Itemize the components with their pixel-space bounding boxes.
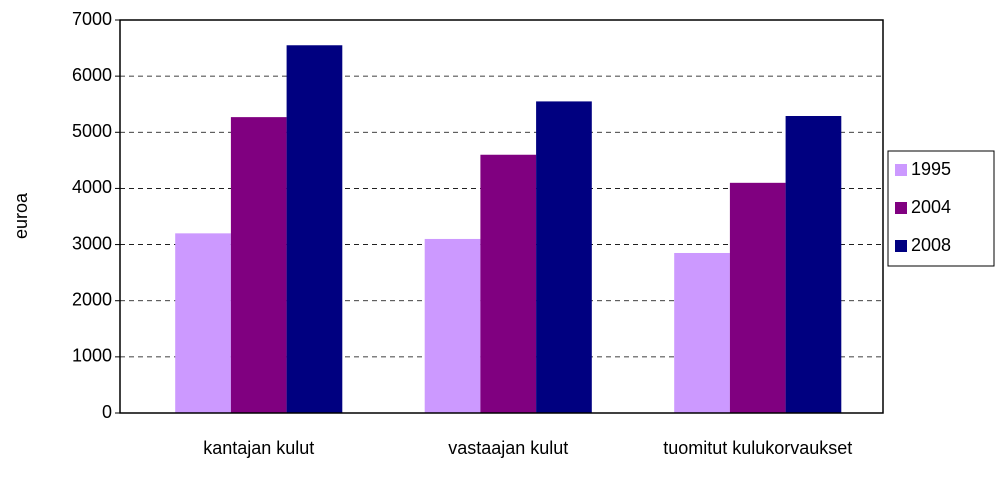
legend-swatch — [895, 164, 907, 176]
bar — [424, 238, 481, 413]
x-tick-label: kantajan kulut — [203, 438, 315, 458]
plot-frame — [119, 19, 884, 414]
y-tick-label: 4000 — [72, 177, 112, 197]
legend-swatch — [895, 202, 907, 214]
y-tick-label: 3000 — [72, 233, 112, 253]
y-tick-label: 1000 — [72, 346, 112, 366]
bar — [536, 101, 592, 414]
bar — [175, 233, 231, 413]
x-tick-label: tuomitut kulukorvaukset — [663, 438, 853, 458]
legend-swatch — [895, 240, 907, 252]
bar — [785, 116, 842, 414]
legend-label: 2004 — [911, 197, 951, 217]
y-tick-label: 7000 — [72, 9, 112, 29]
x-tick-label: vastaajan kulut — [448, 438, 569, 458]
legend-label: 1995 — [911, 159, 951, 179]
legend-label: 2008 — [911, 235, 951, 255]
y-axis-label: euroa — [11, 192, 31, 239]
bar — [286, 45, 343, 414]
bar — [674, 252, 730, 413]
y-tick-label: 6000 — [72, 65, 112, 85]
bar — [729, 182, 786, 413]
bar — [230, 117, 287, 414]
bar — [480, 154, 537, 413]
y-tick-label: 5000 — [72, 121, 112, 141]
y-tick-label: 2000 — [72, 289, 112, 309]
y-tick-label: 0 — [102, 402, 112, 422]
